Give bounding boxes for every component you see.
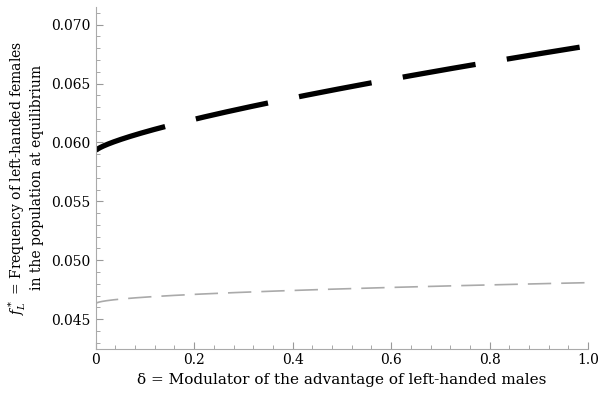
Y-axis label: $f^*_L$ = Frequency of left-handed females
in the population at equilibrium: $f^*_L$ = Frequency of left-handed femal… (7, 41, 44, 315)
X-axis label: δ = Modulator of the advantage of left-handed males: δ = Modulator of the advantage of left-h… (137, 373, 547, 387)
